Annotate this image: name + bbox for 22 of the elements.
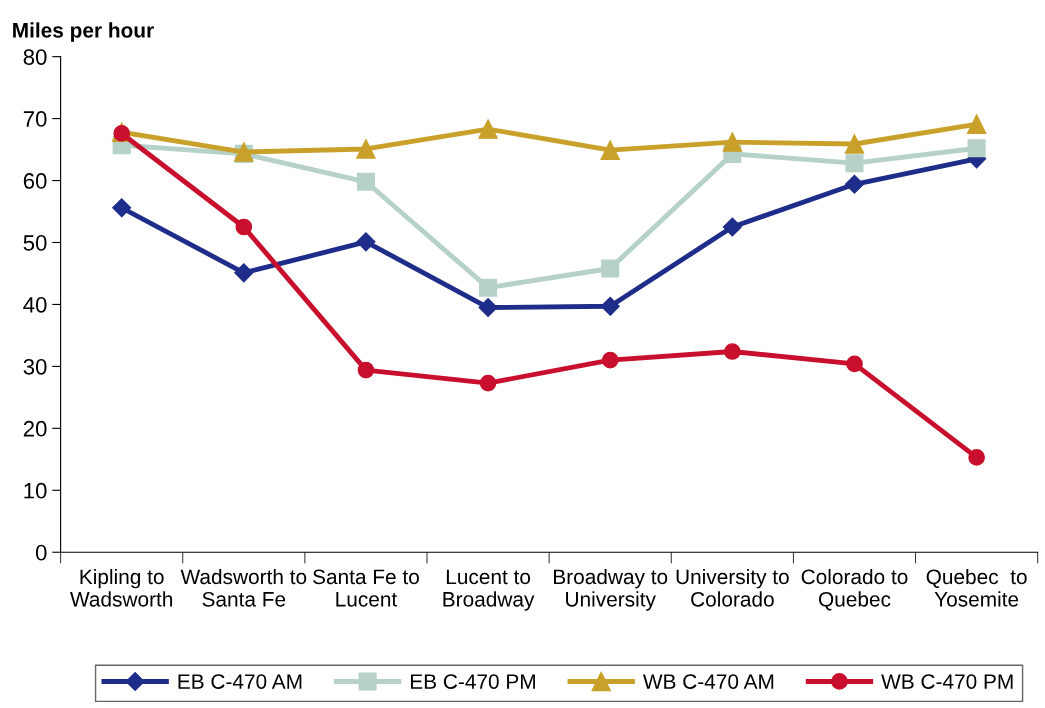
legend-label: EB C-470 PM [410, 674, 535, 689]
y-tick-label: 20 [23, 420, 47, 437]
y-tick-label: 50 [23, 235, 47, 251]
x-tick-label: Lucent to Broadway [443, 569, 535, 611]
y-tick-label: 80 [23, 49, 47, 65]
y-tick-label: 70 [23, 111, 47, 127]
x-tick-label: Wadsworth to Santa Fe [180, 568, 307, 607]
y-tick-label: 60 [23, 173, 47, 189]
y-tick-label: 0 [35, 544, 47, 561]
y-tick-label: 40 [23, 296, 47, 313]
x-tick-label: University to Colorado [676, 568, 789, 607]
y-tick-label: 10 [24, 482, 47, 499]
x-tick-label: Colorado to Quebec [801, 568, 908, 611]
y-axis-title: Miles per hour [13, 22, 154, 42]
x-tick-label: Quebec to Yosemite [926, 568, 1027, 607]
legend-label: EB C-470 AM [178, 674, 302, 689]
legend-label: WB C-470 AM [642, 674, 774, 689]
x-tick-label: Santa Fe to Lucent [313, 569, 419, 607]
x-tick-label: Broadway to University [554, 568, 668, 611]
x-tick-label: Kipling to Wadsworth [70, 568, 173, 607]
legend-label: WB C-470 PM [881, 674, 1013, 689]
y-tick-label: 30 [23, 358, 47, 375]
